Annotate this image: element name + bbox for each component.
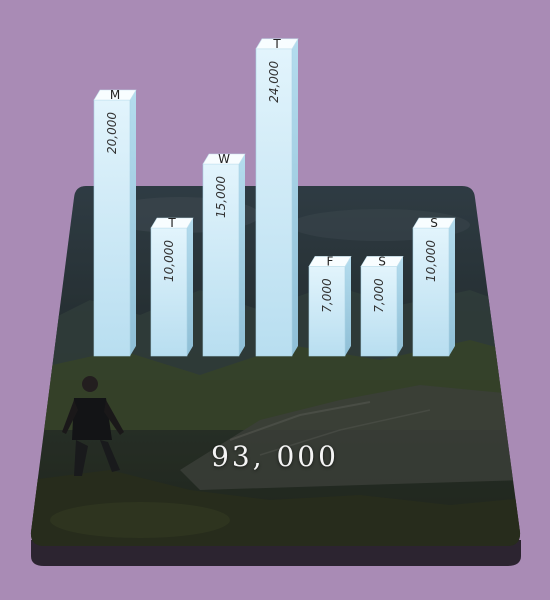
- bar-3: W 15,000: [202, 152, 246, 357]
- bar-category-label: S: [378, 254, 386, 268]
- bar-2: T 10,000: [150, 216, 194, 357]
- bar-value-label: 24,000: [267, 60, 281, 102]
- bar-category-label: F: [327, 254, 334, 268]
- bar-value-label: 10,000: [162, 240, 176, 282]
- bar-value-label: 10,000: [424, 240, 438, 282]
- bar-6: S 7,000: [360, 254, 404, 357]
- bar-category-label: W: [218, 152, 230, 166]
- bar-5: F 7,000: [308, 254, 352, 357]
- total-value: 93, 000: [211, 440, 339, 473]
- bar-7: S 10,000: [412, 216, 456, 357]
- bar-1: M 20,000: [93, 88, 137, 357]
- bar-value-label: 15,000: [214, 176, 228, 218]
- bar-category-label: T: [272, 37, 281, 51]
- platform-base: [31, 540, 521, 566]
- bar-category-label: S: [430, 216, 438, 230]
- bar-4: T 24,000: [255, 37, 299, 357]
- bar-value-label: 7,000: [320, 278, 334, 313]
- bar-category-label: M: [110, 88, 120, 102]
- hiker-figure: [62, 376, 124, 476]
- bars-group: M 20,000 T 10,000 W 15,000 T 24,000 F 7,000 S 7,000…: [93, 37, 456, 357]
- bar-category-label: T: [167, 216, 176, 230]
- bar-value-label: 7,000: [372, 278, 386, 313]
- bar-value-label: 20,000: [105, 112, 119, 154]
